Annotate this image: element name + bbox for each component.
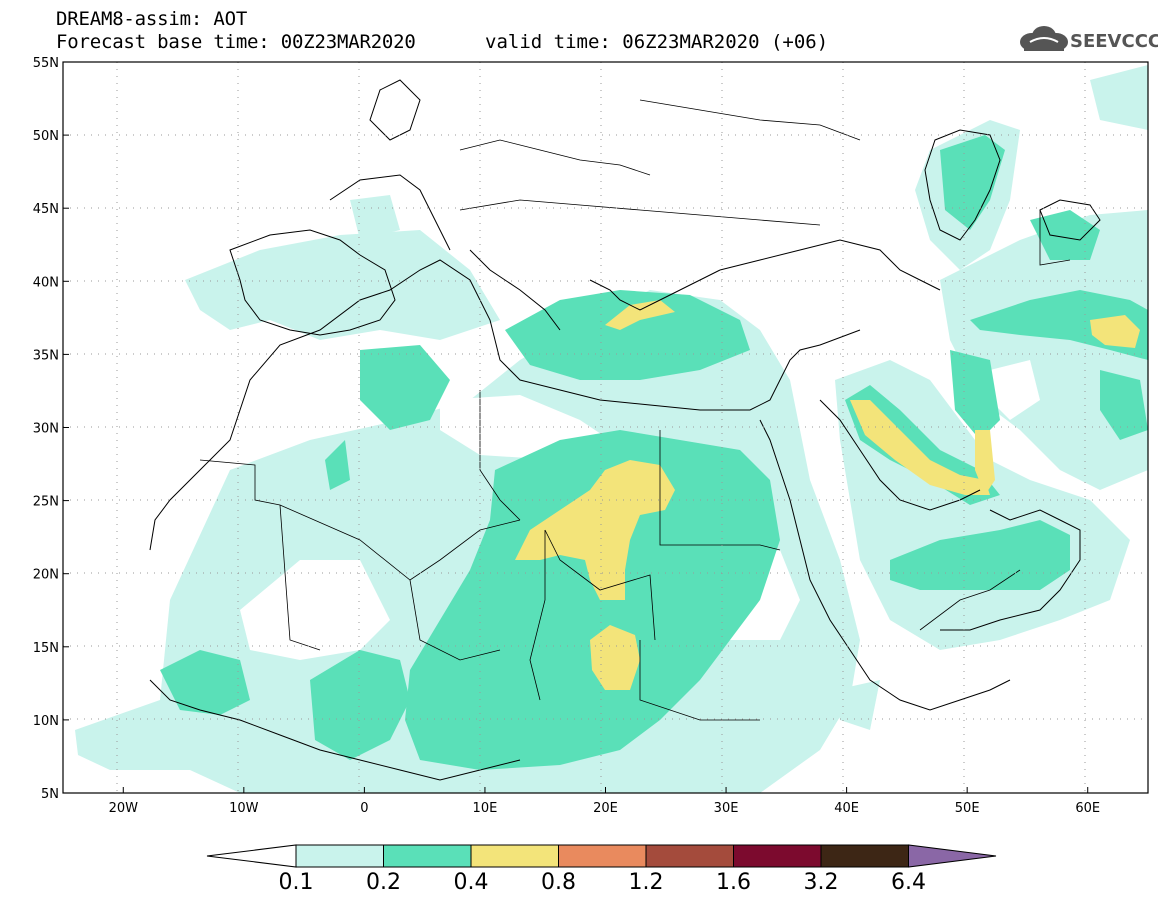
lon-tick-label: 20E: [593, 801, 618, 816]
lat-tick-label: 10N: [33, 714, 59, 729]
lat-tick-label: 25N: [33, 495, 59, 510]
colorbar-label: 1.2: [628, 870, 664, 895]
aot-level-0-4: [515, 300, 1140, 690]
lat-tick-label: 20N: [33, 568, 59, 583]
lat-tick-label: 50N: [33, 129, 59, 144]
colorbar-box-7: [820, 844, 909, 868]
lon-tick-label: 20W: [109, 801, 139, 816]
forecast-base-time: Forecast base time: 00Z23MAR2020: [56, 31, 416, 53]
colorbar-label: 1.6: [716, 870, 751, 895]
latitude-labels: 55N 50N 45N 40N 35N 30N 25N 20N 15N 10N 5N: [33, 56, 69, 802]
colorbar-over-arrow: [908, 844, 997, 868]
lat-tick-label: 35N: [33, 348, 59, 363]
aot-level-0-2: [160, 135, 1148, 770]
lat-tick-label: 55N: [33, 56, 59, 71]
valid-time: valid time: 06Z23MAR2020 (+06): [485, 31, 829, 53]
colorbar-box-1: [295, 844, 384, 868]
lon-tick-label: 10E: [473, 801, 498, 816]
lat-tick-label: 5N: [41, 787, 59, 802]
colorbar-label: 3.2: [803, 870, 839, 895]
grid-lines: [63, 62, 1148, 793]
colorbar-box-6: [733, 844, 822, 868]
colorbar: [206, 844, 997, 868]
lon-tick-label: 0: [360, 801, 368, 816]
lon-tick-label: 50E: [955, 801, 980, 816]
colorbar-box-3: [470, 844, 559, 868]
colorbar-label: 0.1: [278, 870, 314, 895]
colorbar-box-5: [645, 844, 734, 868]
colorbar-label: 0.2: [366, 870, 401, 895]
logo-text: SEEVCCC: [1070, 31, 1158, 52]
colorbar-label: 6.4: [891, 870, 926, 895]
cloud-icon: [1020, 26, 1068, 51]
lat-tick-label: 30N: [33, 422, 59, 437]
aot-contours: [63, 62, 1148, 793]
colorbar-label: 0.8: [541, 870, 576, 895]
lon-tick-label: 40E: [834, 801, 859, 816]
lat-tick-label: 40N: [33, 275, 59, 290]
colorbar-box-2: [383, 844, 472, 868]
colorbar-label: 0.4: [453, 870, 489, 895]
colorbar-box-4: [558, 844, 647, 868]
lon-tick-label: 60E: [1075, 801, 1100, 816]
lon-tick-label: 10W: [229, 801, 259, 816]
colorbar-under-arrow: [206, 844, 297, 868]
coastlines: [149, 79, 1101, 781]
country-borders: [199, 99, 1071, 721]
map-title: DREAM8-assim: AOT: [56, 8, 248, 30]
lon-tick-label: 30E: [714, 801, 739, 816]
lat-tick-label: 45N: [33, 202, 59, 217]
seevccc-logo: SEEVCCC: [1020, 26, 1158, 52]
longitude-labels: 20W 10W 0 10E 20E 30E 40E 50E 60E: [109, 787, 1100, 816]
lat-tick-label: 15N: [33, 641, 59, 656]
